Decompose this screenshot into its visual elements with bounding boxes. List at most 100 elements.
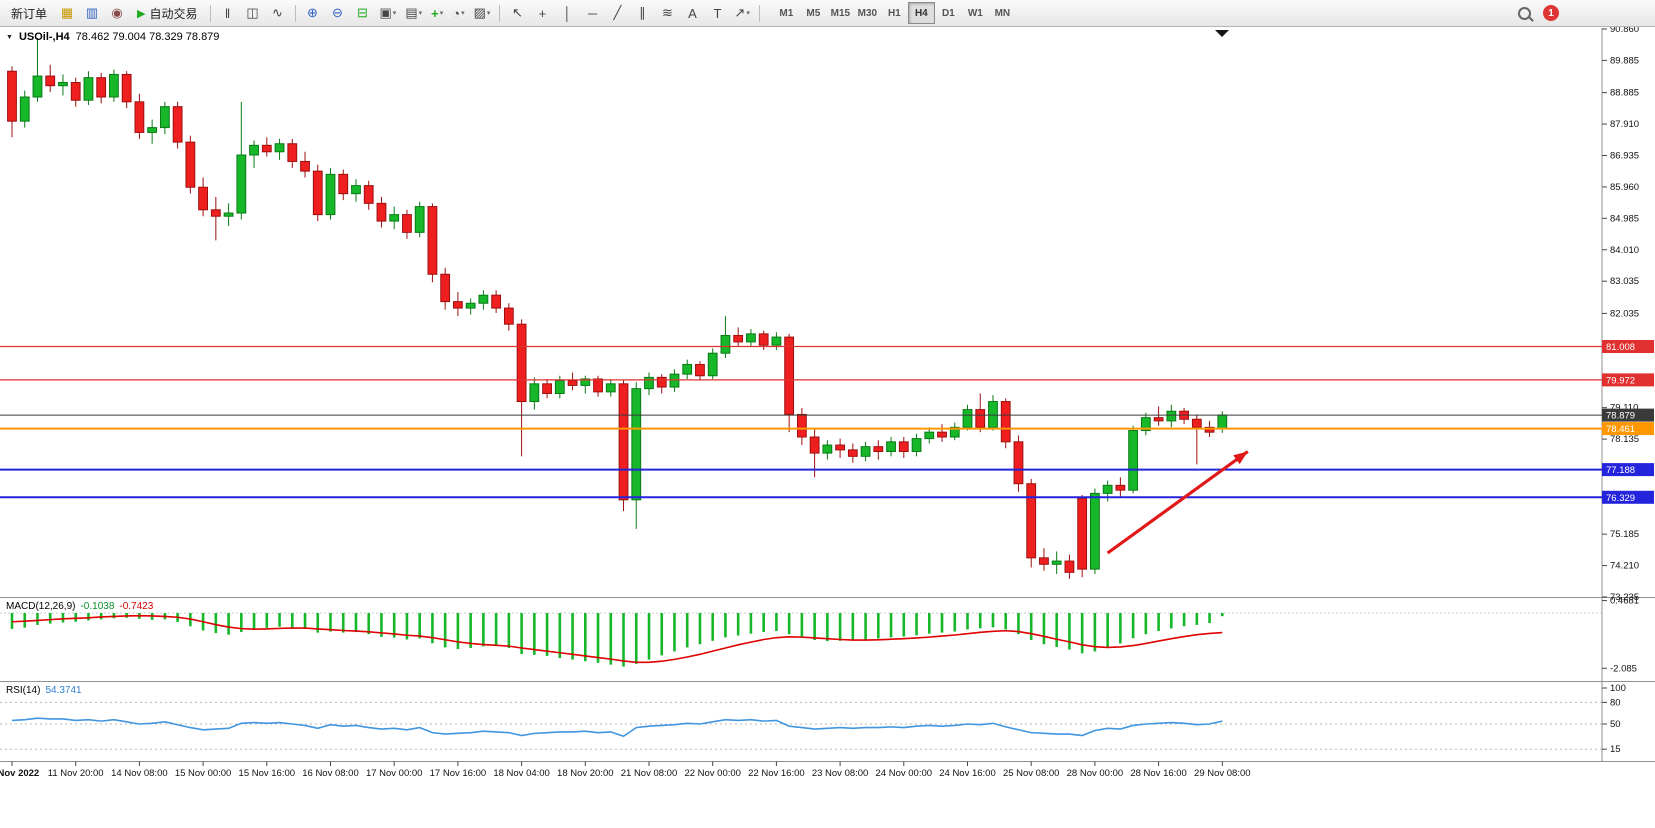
label-tool-button[interactable]: T bbox=[713, 5, 722, 21]
timeframe-mn[interactable]: MN bbox=[994, 7, 1011, 19]
svg-text:79.972: 79.972 bbox=[1606, 375, 1635, 386]
arrange-windows-icon: ▤ bbox=[405, 5, 418, 20]
chevron-down-icon: ▾ bbox=[392, 10, 397, 17]
time-axis: 11 Nov 2022 11 Nov 20:00 14 Nov 08:00 15 No… bbox=[0, 761, 1251, 779]
macd-signal-value: -0.7423 bbox=[119, 601, 154, 612]
autotrading-icon: ▶ bbox=[137, 7, 146, 20]
svg-text:100: 100 bbox=[1610, 683, 1626, 694]
timeframe-m1[interactable]: M1 bbox=[779, 7, 794, 19]
timeframe-m15[interactable]: M15 bbox=[830, 7, 851, 19]
svg-text:-2.085: -2.085 bbox=[1610, 663, 1637, 674]
svg-text:83.035: 83.035 bbox=[1610, 276, 1639, 287]
data-window-icon[interactable]: ◉ bbox=[111, 5, 123, 20]
text-tool-button[interactable]: A bbox=[688, 5, 697, 21]
svg-text:85.960: 85.960 bbox=[1610, 182, 1639, 193]
svg-text:18 Nov 04:00: 18 Nov 04:00 bbox=[493, 768, 550, 779]
new-order-button[interactable]: 新订单 bbox=[4, 1, 54, 25]
shapes-tool-button[interactable]: ↗ ▾ bbox=[730, 1, 753, 25]
cascade-windows-button[interactable]: ▣ ▾ bbox=[376, 1, 401, 25]
macd-indicator-label: MACD(12,26,9) -0.1038 -0.7423 bbox=[6, 601, 153, 612]
macd-name: MACD(12,26,9) bbox=[6, 601, 76, 612]
timeframe-h1[interactable]: H1 bbox=[887, 7, 901, 19]
svg-text:15 Nov 16:00: 15 Nov 16:00 bbox=[239, 768, 296, 779]
svg-text:81.008: 81.008 bbox=[1606, 342, 1635, 353]
tile-windows-button[interactable]: ⊟ bbox=[357, 5, 368, 20]
periods-button[interactable]: ◔ ▾ bbox=[448, 1, 468, 25]
search-icon[interactable] bbox=[1518, 6, 1531, 20]
svg-text:78.879: 78.879 bbox=[1606, 411, 1635, 422]
collapse-icon[interactable]: ▼ bbox=[6, 33, 13, 41]
bar-chart-button[interactable]: ‖ bbox=[224, 5, 231, 21]
vertical-line-tool-button[interactable]: │ bbox=[563, 5, 572, 21]
autotrading-button[interactable]: ▶ 自动交易 bbox=[130, 1, 204, 25]
toolbar-separator bbox=[294, 4, 296, 22]
svg-text:75.185: 75.185 bbox=[1610, 529, 1639, 540]
candlestick-chart-button[interactable]: ◫ bbox=[246, 5, 259, 20]
trendline-tool-button[interactable]: ╱ bbox=[613, 5, 622, 20]
line-chart-button[interactable]: ∿ bbox=[272, 5, 283, 20]
svg-text:80: 80 bbox=[1610, 697, 1621, 708]
chevron-down-icon: ▾ bbox=[461, 10, 465, 17]
svg-text:21 Nov 08:00: 21 Nov 08:00 bbox=[621, 768, 678, 779]
timeframe-w1[interactable]: W1 bbox=[967, 7, 983, 19]
svg-text:11 Nov 2022: 11 Nov 2022 bbox=[0, 768, 39, 779]
indicators-button[interactable]: + ▾ bbox=[427, 1, 447, 25]
svg-text:23 Nov 08:00: 23 Nov 08:00 bbox=[812, 768, 869, 779]
toolbar-separator bbox=[209, 4, 211, 22]
svg-text:24 Nov 16:00: 24 Nov 16:00 bbox=[939, 768, 996, 779]
rsi-name: RSI(14) bbox=[6, 685, 41, 696]
crosshair-tool-button[interactable]: + bbox=[538, 5, 547, 21]
svg-text:11 Nov 20:00: 11 Nov 20:00 bbox=[48, 768, 104, 779]
svg-text:78.135: 78.135 bbox=[1610, 434, 1639, 445]
svg-text:15: 15 bbox=[1610, 744, 1621, 755]
svg-text:79.110: 79.110 bbox=[1610, 403, 1638, 414]
chevron-down-icon: ▾ bbox=[486, 10, 491, 17]
timeframe-bar: M1 M5 M15 M30 H1 H4 D1 W1 MN bbox=[773, 2, 1016, 24]
market-watch-icon[interactable]: ▥ bbox=[85, 5, 99, 20]
chart-ohlc-header: ▼ USOil-,H4 78.462 79.004 78.329 78.879 bbox=[6, 31, 219, 43]
macd-pane: 0.4681 -2.085 bbox=[0, 596, 1639, 674]
timeframe-d1[interactable]: D1 bbox=[941, 7, 955, 19]
timeframe-m5[interactable]: M5 bbox=[806, 7, 821, 19]
svg-text:74.210: 74.210 bbox=[1610, 561, 1639, 572]
svg-text:17 Nov 16:00: 17 Nov 16:00 bbox=[430, 768, 487, 779]
timeframe-m30[interactable]: M30 bbox=[857, 7, 878, 19]
arrow-tool-icon: ↗ bbox=[734, 5, 746, 20]
trend-arrow-annotation[interactable] bbox=[1106, 450, 1249, 555]
svg-text:76.329: 76.329 bbox=[1606, 493, 1635, 504]
templates-button[interactable]: ▨ ▾ bbox=[470, 1, 495, 25]
horizontal-line-tool-button[interactable]: ─ bbox=[587, 5, 598, 21]
notification-badge[interactable]: 1 bbox=[1543, 5, 1559, 21]
svg-text:14 Nov 08:00: 14 Nov 08:00 bbox=[111, 768, 168, 779]
svg-text:50: 50 bbox=[1610, 719, 1621, 730]
toolbar: 新订单 ▦ ▥ ◉ ▶ 自动交易 ‖ ◫ ∿ ⊕ ⊖ ⊟ ▣ ▾ ▤ ▾ + ▾… bbox=[0, 0, 1655, 27]
svg-text:22 Nov 00:00: 22 Nov 00:00 bbox=[684, 768, 741, 779]
rsi-value: 54.3741 bbox=[45, 685, 82, 696]
svg-text:86.935: 86.935 bbox=[1610, 150, 1639, 161]
chevron-down-icon: ▾ bbox=[439, 10, 444, 17]
zoom-in-button[interactable]: ⊕ bbox=[307, 5, 318, 20]
price-level-lines bbox=[0, 345, 1602, 499]
rsi-indicator-label: RSI(14) 54.3741 bbox=[6, 685, 82, 696]
svg-text:89.885: 89.885 bbox=[1610, 55, 1639, 66]
svg-text:24 Nov 00:00: 24 Nov 00:00 bbox=[876, 768, 933, 779]
chevron-down-icon: ▾ bbox=[746, 10, 750, 17]
svg-text:18 Nov 20:00: 18 Nov 20:00 bbox=[557, 768, 614, 779]
chart-window-icon[interactable]: ▦ bbox=[60, 5, 74, 20]
toolbar-right-group: 1 bbox=[1518, 5, 1651, 21]
fibonacci-tool-button[interactable]: ≋ bbox=[661, 5, 673, 20]
chart-shift-marker bbox=[1215, 30, 1229, 37]
zoom-out-button[interactable]: ⊖ bbox=[332, 5, 343, 20]
svg-text:77.188: 77.188 bbox=[1606, 465, 1635, 476]
cursor-tool-button[interactable]: ↖ bbox=[511, 5, 523, 20]
pane-borders bbox=[0, 28, 1655, 762]
arrange-windows-button[interactable]: ▤ ▾ bbox=[401, 1, 426, 25]
cascade-windows-icon: ▣ bbox=[379, 5, 392, 20]
chevron-down-icon: ▾ bbox=[418, 10, 423, 17]
timeframe-h4[interactable]: H4 bbox=[907, 2, 935, 24]
svg-text:22 Nov 16:00: 22 Nov 16:00 bbox=[748, 768, 805, 779]
channel-tool-button[interactable]: ∥ bbox=[639, 5, 646, 20]
svg-text:84.985: 84.985 bbox=[1610, 213, 1639, 224]
